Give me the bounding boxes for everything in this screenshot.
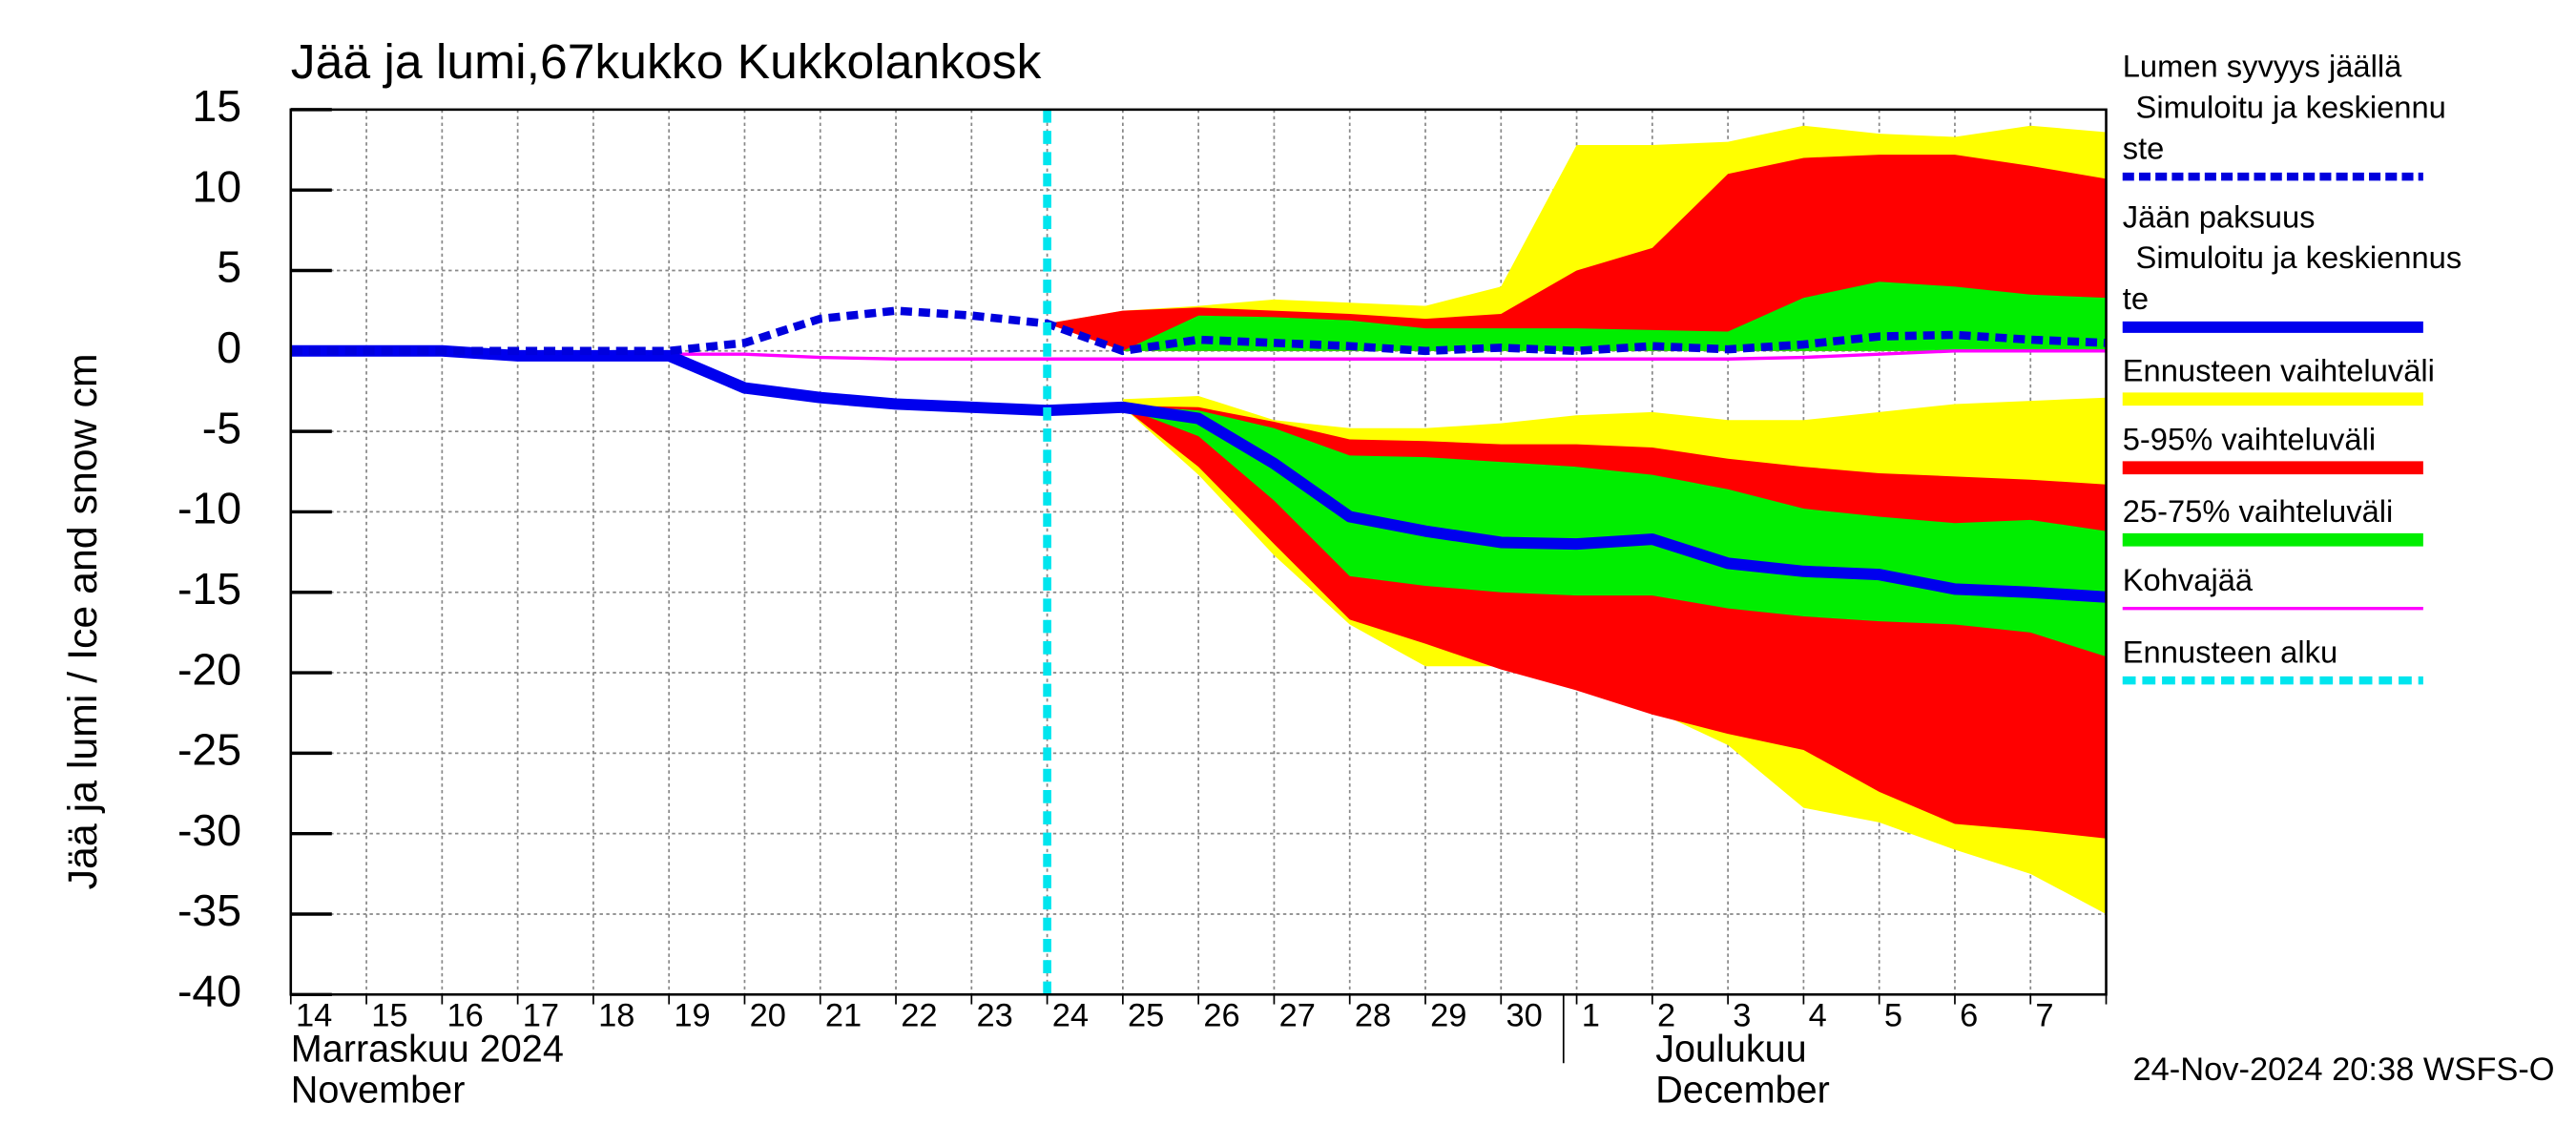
- legend-label: 5-95% vaihteluväli: [2123, 422, 2376, 457]
- x-tick-label: 14: [296, 997, 332, 1033]
- x-tick-label: 6: [1960, 997, 1978, 1033]
- legend-label: 25-75% vaihteluväli: [2123, 493, 2394, 529]
- legend-label: te: [2123, 281, 2149, 316]
- y-tick-label: -40: [177, 967, 241, 1016]
- x-tick-label: 25: [1128, 997, 1164, 1033]
- x-tick-label: 18: [598, 997, 634, 1033]
- legend-label: Simuloitu ja keskiennu: [2136, 90, 2446, 125]
- legend-label: Ennusteen vaihteluväli: [2123, 353, 2435, 388]
- y-tick-label: 15: [192, 81, 241, 131]
- month-label: December: [1655, 1070, 1830, 1112]
- legend-label: ste: [2123, 130, 2165, 165]
- x-tick-label: 29: [1430, 997, 1466, 1033]
- chart-title: Jää ja lumi,67kukko Kukkolankosk: [291, 33, 1042, 89]
- y-axis-label: Jää ja lumi / Ice and snow cm: [60, 353, 106, 889]
- y-tick-label: 5: [217, 242, 241, 292]
- plot-frame: [289, 108, 2108, 996]
- x-tick-label: 27: [1279, 997, 1316, 1033]
- y-tick-label: -5: [202, 403, 241, 452]
- y-tick-label: -15: [177, 564, 241, 614]
- x-tick-label: 2: [1657, 997, 1675, 1033]
- x-tick-label: 26: [1203, 997, 1239, 1033]
- legend-label: Ennusteen alku: [2123, 634, 2337, 669]
- y-tick-label: -35: [177, 885, 241, 935]
- month-label: November: [291, 1070, 466, 1112]
- y-tick-label: -10: [177, 484, 241, 533]
- y-tick-label: 0: [217, 323, 241, 372]
- x-tick-label: 20: [750, 997, 786, 1033]
- y-tick-label: -25: [177, 725, 241, 775]
- month-label: Joulukuu: [1655, 1029, 1806, 1071]
- series-line: [290, 306, 2107, 356]
- legend-label: Lumen syvyys jäällä: [2123, 49, 2402, 84]
- month-label: Marraskuu 2024: [291, 1029, 564, 1071]
- range-band: [1122, 406, 2107, 657]
- x-tick-label: 1: [1582, 997, 1600, 1033]
- x-tick-label: 19: [674, 997, 710, 1033]
- y-tick-label: -20: [177, 644, 241, 694]
- series-line: [290, 344, 2107, 603]
- x-tick-label: 21: [825, 997, 862, 1033]
- x-tick-label: 28: [1355, 997, 1391, 1033]
- x-tick-label: 16: [447, 997, 484, 1033]
- footer: 24-Nov-2024 20:38 WSFS-O: [2132, 1051, 2554, 1088]
- y-tick-label: -30: [177, 805, 241, 855]
- x-tick-label: 4: [1809, 997, 1827, 1033]
- x-tick-label: 17: [523, 997, 559, 1033]
- x-tick-label: 7: [2035, 997, 2053, 1033]
- x-tick-label: 5: [1884, 997, 1902, 1033]
- legend-label: Simuloitu ja keskiennus: [2136, 239, 2462, 275]
- x-tick-label: 15: [371, 997, 407, 1033]
- legend-label: Kohvajää: [2123, 562, 2254, 597]
- y-tick-label: 10: [192, 161, 241, 211]
- x-tick-label: 22: [901, 997, 937, 1033]
- x-tick-label: 30: [1506, 997, 1542, 1033]
- x-tick-label: 23: [976, 997, 1012, 1033]
- range-band: [1122, 281, 2107, 351]
- x-tick-label: 3: [1733, 997, 1751, 1033]
- legend-label: Jään paksuus: [2123, 198, 2316, 234]
- x-tick-label: 24: [1052, 997, 1089, 1033]
